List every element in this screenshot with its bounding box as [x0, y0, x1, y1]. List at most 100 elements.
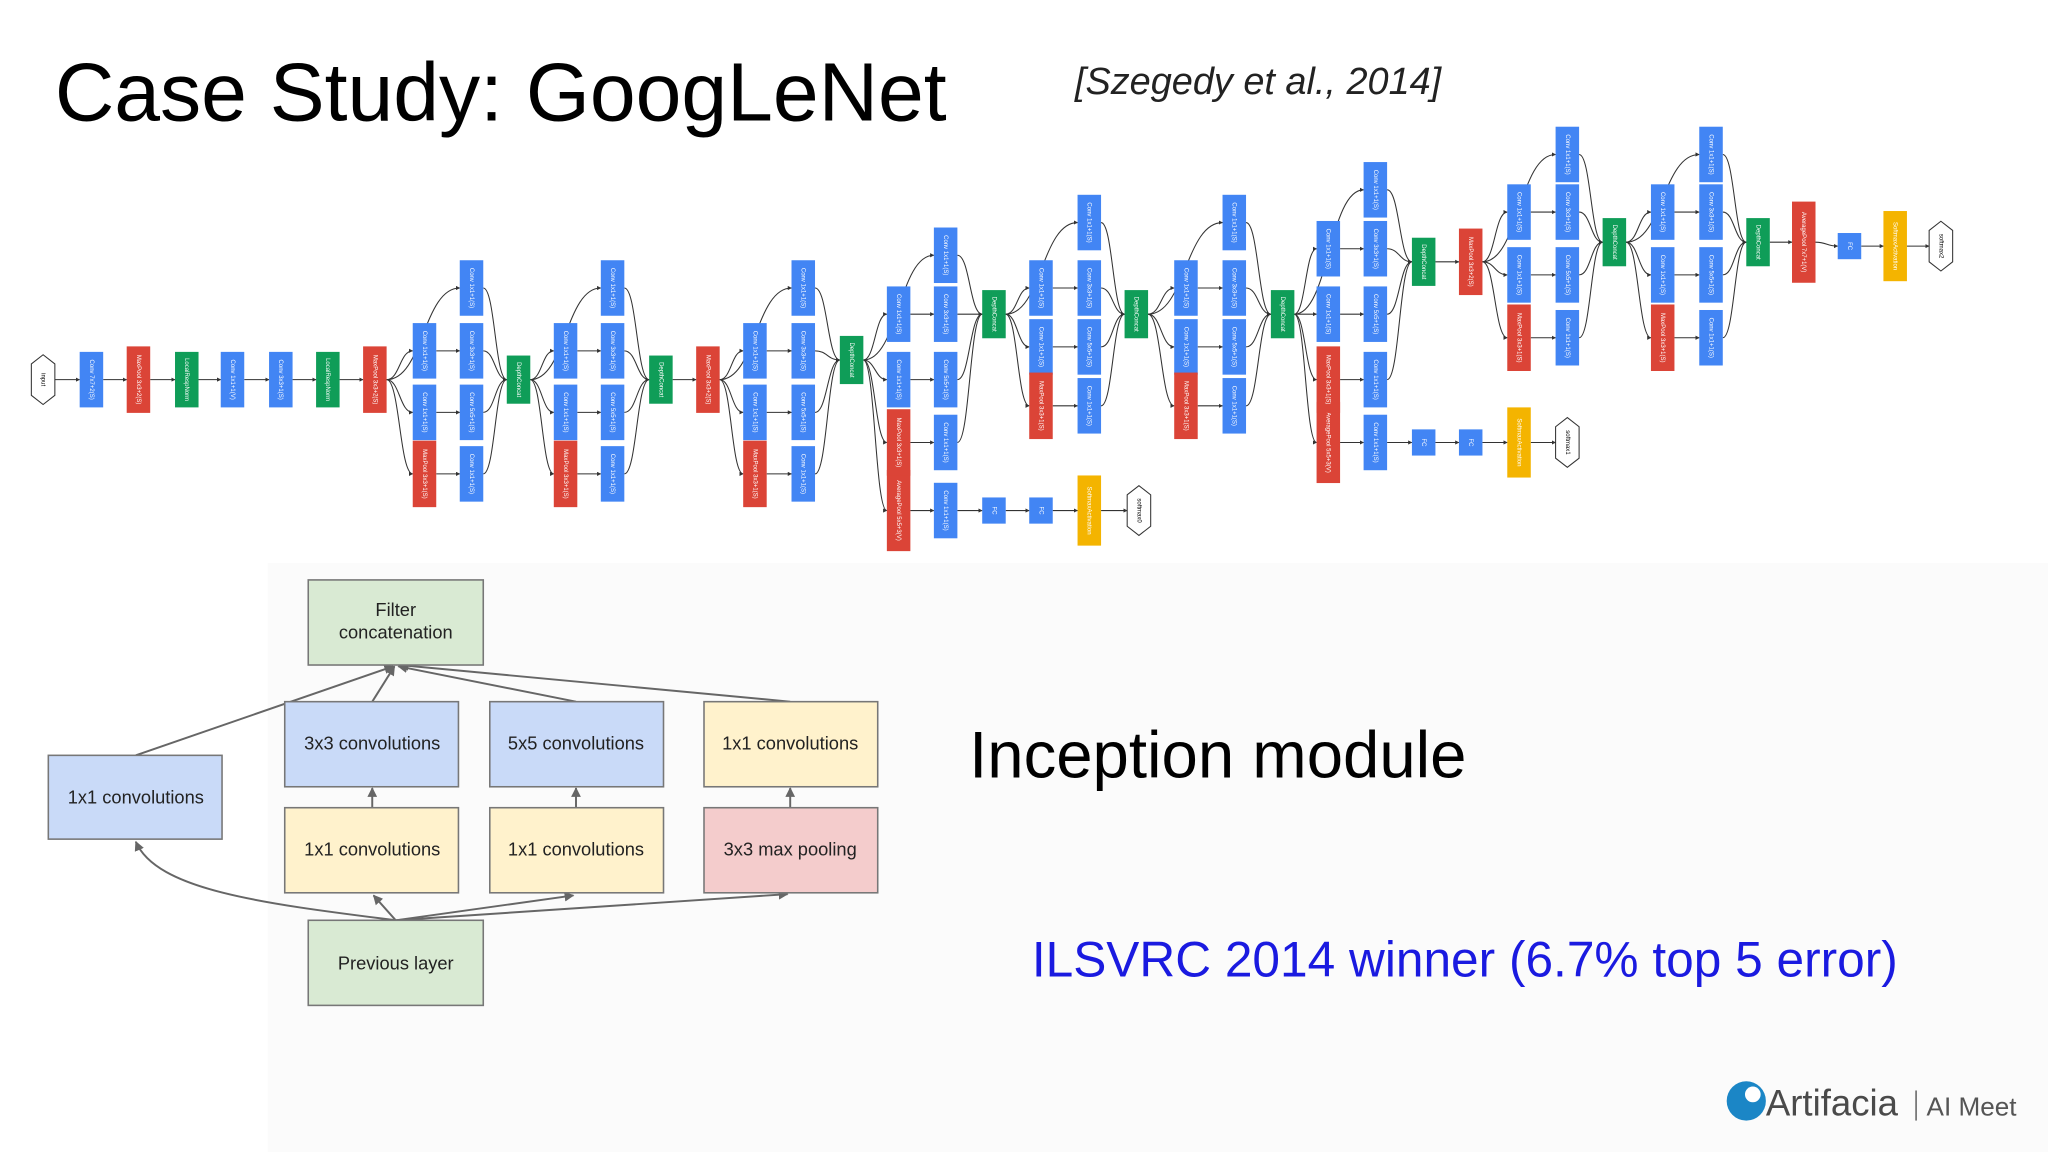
node-label: DepthConcat	[1420, 244, 1426, 279]
network-diagram: input Conv 7x7+2(S) MaxPool 3x3+2(S) LocalR…	[30, 126, 1954, 552]
box-label: 1x1 convolutions	[68, 786, 204, 807]
node-label: AveragePool 5x5+3(V)	[895, 480, 901, 541]
layer-node	[1363, 351, 1388, 408]
box-label: 3x3 convolutions	[304, 733, 440, 754]
edge	[1626, 209, 1652, 243]
layer-node	[1222, 194, 1247, 251]
node-label: MaxPool 3x3+2(S)	[704, 355, 710, 405]
edge	[1578, 240, 1604, 276]
layer-node	[553, 384, 578, 441]
node-label: SoftmaxActivation	[1086, 487, 1092, 535]
edge	[1005, 285, 1030, 315]
node-label: Conv 1x1+1(S)	[800, 268, 806, 308]
io-node	[1126, 485, 1152, 537]
node-label: Conv 1x1+1(S)	[942, 235, 948, 275]
layer-node	[1555, 184, 1580, 240]
node-label: Conv 3x3+1(S)	[1707, 192, 1713, 232]
node-label: Conv 1x1+1(S)	[1372, 422, 1378, 462]
edge	[1245, 222, 1272, 317]
layer-node	[79, 351, 104, 408]
inception-module-diagram: Filter concatenation 1x1 convolutions 3x…	[47, 579, 879, 1007]
node-label: LocalRespNorm	[324, 358, 330, 401]
edge	[1147, 285, 1175, 315]
node-label: Conv 1x1+1(S)	[421, 331, 427, 371]
layer-node	[412, 384, 437, 441]
layer-node	[1837, 233, 1862, 260]
layer-node	[982, 290, 1006, 339]
edge	[530, 379, 555, 476]
edge	[1386, 189, 1413, 264]
node-label: Conv 1x1+1(S)	[562, 392, 568, 432]
arrow	[134, 840, 396, 922]
edge	[1625, 241, 1652, 277]
previous-layer-box	[307, 919, 485, 1007]
node-label: AveragePool 5x5+3(V)	[1325, 412, 1331, 473]
edge	[1294, 313, 1317, 382]
edge	[1482, 261, 1508, 277]
node-label: Conv 1x1+1(S)	[1564, 318, 1570, 358]
edge	[482, 377, 508, 475]
edge	[1386, 259, 1413, 381]
node-label: Conv 1x1+1(S)	[468, 454, 474, 494]
layer-node	[1174, 260, 1198, 316]
node-label: Conv 1x1+1(S)	[1086, 386, 1092, 426]
layer-node	[886, 469, 911, 552]
node-label: DepthConcat	[990, 297, 996, 332]
node-label: SoftmaxActivation	[1892, 222, 1898, 270]
edge	[863, 359, 888, 445]
layer-node	[459, 446, 484, 502]
layer-node	[412, 323, 437, 379]
layer-node	[791, 260, 816, 316]
layer-node	[1650, 304, 1675, 371]
io-node	[1928, 220, 1954, 272]
node-label: Conv 1x1+1(S)	[468, 268, 474, 308]
edge	[482, 287, 508, 382]
box-label: concatenation	[339, 621, 453, 642]
layer-node	[839, 335, 864, 385]
node-label: Conv 3x3+1(S)	[800, 331, 806, 371]
layer-node	[553, 323, 578, 379]
layer-node	[1270, 290, 1295, 339]
edge	[1245, 312, 1272, 348]
node-label: MaxPool 3x3+1(S)	[421, 449, 427, 499]
node-label: MaxPool 3x3+2(S)	[135, 355, 141, 405]
edge	[530, 348, 555, 381]
layer-node	[1077, 319, 1102, 375]
layer-node	[743, 440, 767, 508]
node-label: Conv 1x1+1(S)	[609, 268, 615, 308]
layer-node	[1507, 304, 1531, 371]
layer-node	[363, 346, 387, 413]
layer-node	[1458, 429, 1483, 456]
filter-concat-box	[307, 579, 485, 666]
node-label: Conv 1x1+1(S)	[1372, 360, 1378, 400]
edge	[1482, 261, 1508, 340]
layer-node	[1746, 218, 1770, 267]
node-label: Conv 1x1+1(S)	[942, 422, 948, 462]
layer-node	[1507, 407, 1531, 478]
node-label: DepthConcat	[657, 362, 663, 397]
edge	[814, 357, 841, 475]
conv-box	[703, 700, 879, 788]
layer-node	[1650, 247, 1675, 303]
layer-node	[1029, 497, 1053, 524]
node-label: Conv 1x1+1(S)	[1182, 268, 1188, 308]
edge	[1722, 240, 1747, 276]
box-label: 3x3 max pooling	[724, 839, 857, 860]
edge	[1005, 313, 1030, 349]
edge	[1722, 211, 1747, 245]
edge	[956, 312, 983, 443]
layer-node	[1077, 194, 1102, 251]
arrow	[397, 663, 577, 703]
arrow	[372, 894, 397, 921]
edge	[863, 359, 888, 382]
conv-box	[47, 754, 223, 840]
edge	[1147, 313, 1175, 349]
node-label: MaxPool 3x3+1(S)	[1659, 313, 1665, 363]
edge	[1482, 209, 1508, 263]
io-node	[30, 354, 56, 406]
node-label: Conv 1x1+1(S)	[1037, 327, 1043, 367]
layer-node	[1699, 247, 1723, 303]
layer-node	[933, 227, 958, 284]
edge	[1100, 312, 1125, 348]
